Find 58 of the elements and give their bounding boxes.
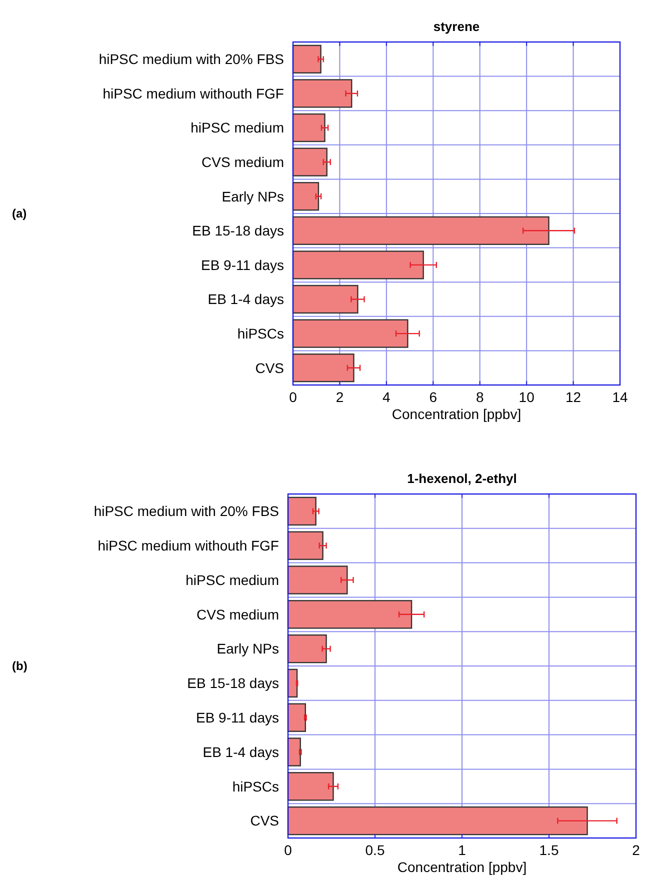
x-tick-label: 10 (518, 389, 535, 405)
bar (292, 182, 320, 211)
y-tick-label: EB 9-11 days (200, 256, 284, 273)
y-tick-label: EB 15-18 days (192, 222, 284, 239)
bar (292, 250, 424, 280)
x-axis-title: Concentration [ppbv] (397, 859, 527, 875)
x-tick-label: 8 (476, 389, 484, 405)
y-tick-label: CVS (255, 360, 284, 376)
x-axis-title: Concentration [ppbv] (392, 406, 522, 422)
bar (287, 600, 412, 629)
bar (287, 531, 324, 560)
bar (292, 284, 358, 314)
chart-title: styrene (433, 19, 480, 34)
y-tick-label: EB 1-4 days (202, 744, 279, 760)
bar (292, 79, 352, 108)
bar (287, 703, 306, 732)
y-tick-label: hiPSC medium withouth FGF (98, 538, 279, 554)
bar (287, 772, 334, 801)
x-tick-label: 2 (632, 842, 640, 858)
bar (287, 738, 301, 766)
y-tick-label: hiPSC medium (186, 572, 279, 588)
text: (a) (12, 206, 27, 221)
y-tick-label: hiPSC medium with 20% FBS (98, 51, 284, 68)
x-tick-label: 1 (458, 842, 466, 858)
bar (287, 806, 588, 836)
bar (287, 634, 327, 664)
text: (b) (12, 659, 28, 674)
chart-title: 1-hexenol, 2-ethyl (407, 471, 517, 486)
x-tick-label: 4 (382, 389, 391, 405)
y-tick-label: hiPSC medium (190, 120, 284, 136)
bar (287, 566, 348, 594)
x-tick-label: 0.5 (365, 842, 385, 858)
x-tick-label: 0 (289, 389, 298, 405)
y-tick-label: CVS (250, 812, 279, 829)
y-tick-label: hiPSCs (237, 325, 284, 342)
x-tick-label: 12 (565, 389, 582, 405)
bar (287, 496, 316, 526)
x-tick-label: 6 (429, 389, 438, 405)
y-tick-label: CVS medium (196, 606, 279, 622)
y-tick-label: hiPSCs (232, 778, 279, 794)
y-tick-label: EB 1-4 days (208, 291, 284, 308)
y-tick-label: hiPSC medium with 20% FBS (94, 503, 279, 520)
x-tick-label: 14 (612, 389, 628, 405)
y-tick-label: EB 15-18 days (187, 675, 279, 692)
bar (292, 113, 326, 142)
bar (292, 216, 550, 245)
x-tick-label: 2 (336, 389, 344, 405)
y-tick-label: Early NPs (222, 188, 284, 204)
bar (292, 319, 408, 348)
y-tick-label: CVS medium (202, 154, 284, 170)
bar (292, 148, 328, 176)
y-tick-label: EB 9-11 days (196, 710, 279, 726)
bar (292, 354, 354, 382)
bar (292, 44, 322, 74)
y-tick-label: hiPSC medium withouth FGF (102, 85, 284, 102)
x-tick-label: 1.5 (539, 842, 559, 858)
x-tick-label: 0 (284, 842, 292, 858)
y-tick-label: Early NPs (216, 640, 279, 657)
